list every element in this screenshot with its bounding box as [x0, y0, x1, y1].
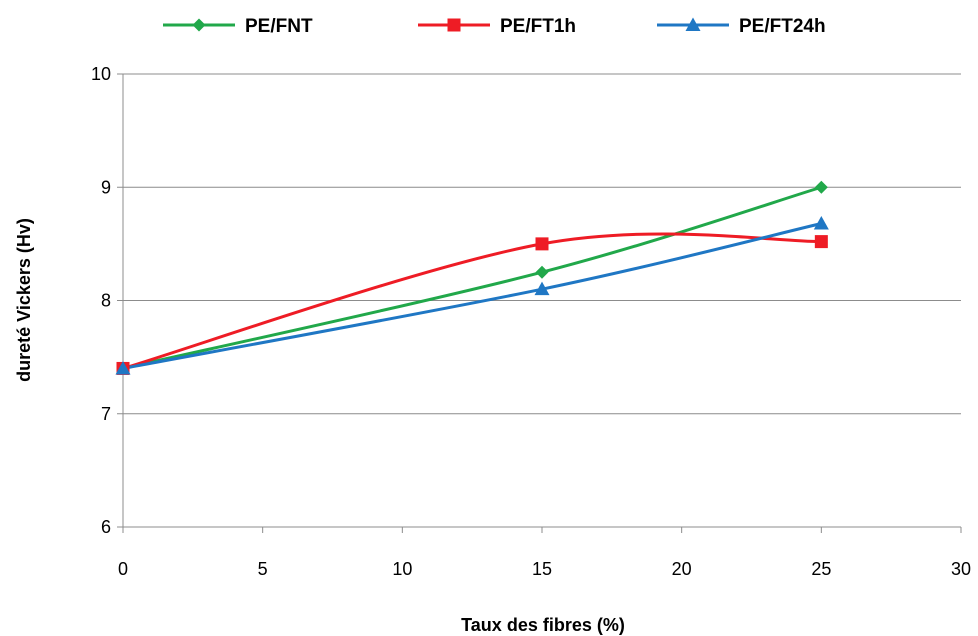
data-point-pe-ft24h — [813, 215, 829, 230]
y-tick-label: 10 — [91, 64, 111, 84]
series-group — [115, 180, 829, 375]
series-line-pe-ft24h — [122, 222, 822, 370]
x-tick-label: 30 — [951, 559, 971, 579]
data-point-pe-ft24h — [115, 360, 131, 375]
tick-labels: 6 7 8 9 10 0 5 10 15 20 25 30 — [91, 64, 971, 579]
y-tick-label: 8 — [101, 291, 111, 311]
legend-marker — [192, 18, 206, 32]
x-tick-label: 5 — [258, 559, 268, 579]
x-tick-label: 0 — [118, 559, 128, 579]
y-tick-label: 9 — [101, 177, 111, 197]
series-line-pe-fnt — [122, 185, 822, 370]
y-axis-title: dureté Vickers (Hv) — [14, 218, 34, 382]
series-line-pe-ft1h — [122, 232, 822, 370]
data-point-pe-ft1h — [814, 235, 828, 249]
data-point-pe-ft1h — [535, 237, 549, 251]
legend-label: PE/FT24h — [739, 16, 826, 37]
grid-lines — [123, 73, 961, 415]
legend-marker — [685, 17, 701, 31]
x-tick-label: 20 — [672, 559, 692, 579]
y-tick-label: 7 — [101, 404, 111, 424]
y-tick-label: 6 — [101, 517, 111, 537]
legend-item: PE/FT1h — [418, 16, 576, 37]
legend-label: PE/FNT — [245, 16, 313, 37]
x-tick-label: 10 — [392, 559, 412, 579]
x-tick-label: 25 — [811, 559, 831, 579]
x-axis-title: Taux des fibres (%) — [461, 615, 625, 635]
axes — [117, 73, 962, 533]
legend-marker — [447, 18, 461, 32]
legend-label: PE/FT1h — [500, 16, 576, 37]
data-point-pe-fnt — [814, 180, 828, 194]
legend-item: PE/FT24h — [657, 16, 826, 37]
legend-item: PE/FNT — [163, 16, 313, 37]
data-point-pe-fnt — [535, 265, 549, 279]
data-point-pe-ft24h — [534, 281, 550, 296]
x-tick-label: 15 — [532, 559, 552, 579]
legend: PE/FNT PE/FT1h PE/FT24h — [163, 16, 826, 37]
